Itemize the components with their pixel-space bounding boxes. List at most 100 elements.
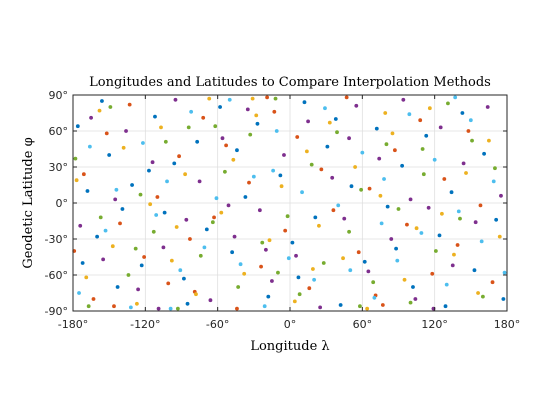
- data-point: [294, 253, 298, 258]
- data-point: [353, 165, 357, 169]
- data-point: [86, 304, 91, 309]
- data-point: [104, 131, 109, 136]
- data-point: [442, 177, 447, 181]
- data-point: [108, 105, 113, 109]
- data-point: [133, 246, 138, 251]
- data-point: [231, 157, 236, 162]
- data-point: [223, 169, 227, 174]
- data-point: [478, 203, 483, 208]
- data-point: [112, 304, 116, 309]
- data-point: [121, 145, 126, 150]
- data-point: [325, 144, 330, 149]
- data-point: [150, 160, 155, 165]
- data-point: [262, 304, 267, 309]
- data-point: [270, 279, 274, 283]
- data-point: [461, 161, 466, 166]
- data-point: [292, 299, 297, 304]
- data-point: [480, 294, 485, 299]
- data-point: [224, 143, 229, 148]
- data-point: [485, 105, 490, 109]
- data-point: [494, 217, 499, 222]
- data-point: [124, 129, 128, 133]
- data-point: [394, 246, 398, 251]
- data-point: [243, 195, 248, 199]
- data-point: [356, 250, 361, 255]
- data-point: [491, 179, 496, 184]
- data-point: [401, 97, 406, 102]
- data-point: [77, 291, 81, 295]
- data-point: [177, 154, 181, 159]
- data-point: [169, 258, 174, 263]
- data-point: [395, 258, 400, 263]
- data-point: [259, 264, 263, 269]
- y-tick-label: 60°: [49, 125, 69, 138]
- data-point: [321, 261, 326, 265]
- data-point: [433, 249, 438, 253]
- data-point: [449, 190, 454, 195]
- data-point: [476, 291, 480, 295]
- data-point: [174, 225, 179, 229]
- data-point: [360, 150, 365, 155]
- data-point: [247, 180, 251, 185]
- data-point: [307, 286, 312, 291]
- data-point: [482, 151, 486, 156]
- data-point: [282, 153, 286, 157]
- data-point: [317, 223, 321, 228]
- data-point: [251, 174, 256, 179]
- data-point: [154, 213, 159, 217]
- data-point: [175, 306, 180, 311]
- data-point: [335, 130, 339, 135]
- data-point: [323, 106, 327, 111]
- tick-labels: -180° -120° -60° 0° 60° 120° 180° -90° -60° -30° 0…: [45, 89, 521, 331]
- data-point: [128, 305, 133, 310]
- data-point: [331, 208, 336, 213]
- y-tick-label: 90°: [49, 89, 69, 102]
- data-point: [214, 196, 219, 201]
- data-point: [418, 118, 423, 123]
- data-point: [107, 153, 112, 157]
- data-point: [263, 247, 268, 252]
- data-point: [453, 95, 458, 100]
- data-point: [250, 96, 255, 101]
- data-point: [392, 148, 397, 153]
- data-point: [266, 294, 271, 299]
- data-point: [309, 162, 314, 167]
- data-point: [490, 280, 495, 285]
- data-point: [470, 138, 474, 143]
- data-point: [230, 250, 235, 255]
- data-point: [338, 303, 343, 307]
- data-point: [126, 273, 131, 277]
- data-point: [201, 115, 206, 120]
- data-point: [227, 97, 232, 102]
- data-point: [297, 292, 302, 297]
- data-point: [136, 287, 141, 292]
- data-point: [437, 233, 442, 238]
- data-point: [383, 111, 388, 115]
- data-point: [238, 262, 243, 267]
- data-point: [153, 114, 157, 119]
- data-point: [450, 263, 455, 268]
- x-tick-label: 180°: [494, 318, 521, 331]
- data-point: [100, 99, 104, 103]
- data-point: [98, 215, 103, 220]
- data-point: [312, 277, 317, 282]
- data-point: [248, 132, 253, 137]
- data-point: [290, 240, 295, 245]
- y-tick-label: -90°: [45, 305, 68, 318]
- data-point: [168, 306, 173, 311]
- data-point: [103, 228, 108, 233]
- data-point: [283, 228, 288, 233]
- data-point: [151, 229, 156, 234]
- data-point: [466, 129, 471, 133]
- data-point: [400, 163, 405, 168]
- data-point: [460, 111, 465, 115]
- data-point: [204, 227, 209, 232]
- x-tick-label: -180°: [58, 318, 88, 331]
- data-point: [95, 234, 100, 239]
- data-point: [210, 220, 215, 225]
- data-point: [468, 118, 473, 123]
- data-point: [421, 172, 426, 177]
- data-point: [424, 133, 429, 138]
- data-point: [220, 136, 225, 141]
